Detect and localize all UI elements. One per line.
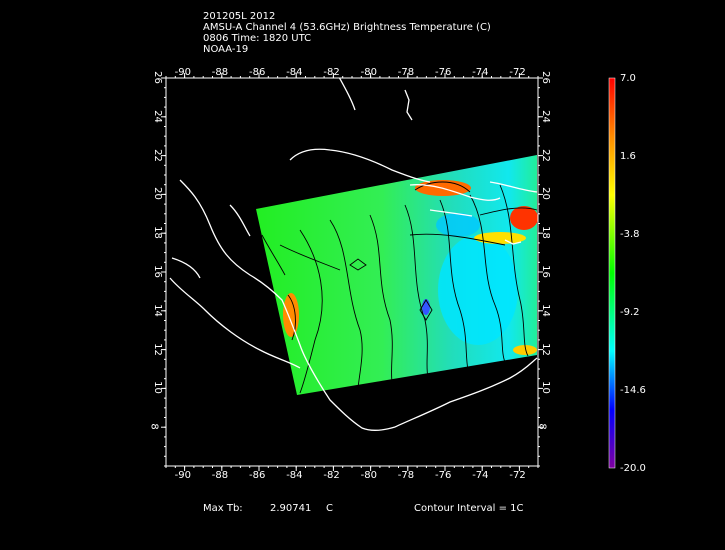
lat-tick-label-left: 14 [151, 303, 163, 317]
lon-tick-label-bottom: -86 [249, 470, 266, 481]
lon-tick-label-top: -72 [509, 67, 526, 78]
tick-marks [161, 73, 543, 471]
lat-tick-label-left: 20 [151, 187, 163, 201]
lon-tick-label-bottom: -72 [509, 470, 526, 481]
lat-tick-label-left: 22 [151, 148, 163, 162]
lon-tick-label-top: -86 [249, 67, 266, 78]
lat-tick-label-left: 26 [151, 71, 163, 84]
lon-tick-label-bottom: -88 [211, 470, 229, 481]
colorbar-label: -20.0 [620, 463, 646, 474]
lon-tick-label-top: -74 [472, 67, 489, 78]
lon-tick-label-top: -90 [174, 67, 191, 78]
lon-tick-label-bottom: -90 [174, 470, 191, 481]
lon-tick-label-top: -82 [323, 67, 340, 78]
lon-tick-label-bottom: -82 [323, 470, 340, 481]
title-line-1: 201205L 2012 [203, 11, 276, 22]
coastlines [169, 78, 538, 431]
colorbar-label: 1.6 [620, 151, 636, 162]
warm-anomaly-hispaniola [510, 206, 538, 230]
lat-tick-label-right: 10 [539, 381, 551, 395]
lon-tick-label-top: -78 [397, 67, 415, 78]
cold-anomaly [438, 235, 518, 345]
lat-tick-label-right: 24 [539, 109, 551, 123]
max-tb-value: 2.90741 [270, 503, 312, 514]
lon-tick-label-top: -84 [286, 67, 303, 78]
lat-tick-label-left: 8 [148, 423, 160, 430]
lon-tick-label-top: -80 [360, 67, 377, 78]
title-line-2: AMSU-A Channel 4 (53.6GHz) Brightness Te… [203, 22, 491, 33]
lon-tick-label-top: -88 [211, 67, 229, 78]
colorbar-label: -14.6 [620, 385, 646, 396]
colorbar-label: -3.8 [620, 229, 640, 240]
contour-lines [261, 181, 538, 394]
lat-tick-label-left: 18 [151, 226, 163, 240]
lat-tick-label-right: 20 [539, 187, 551, 201]
lon-tick-label-bottom: -76 [435, 470, 452, 481]
lat-tick-label-left: 24 [151, 109, 163, 123]
title-line-4: NOAA-19 [203, 44, 249, 55]
colorbar-label: -9.2 [620, 307, 640, 318]
warm-anomaly-colombia [513, 345, 537, 355]
colorbar-label: 7.0 [620, 73, 636, 84]
lat-tick-label-right: 8 [536, 423, 548, 430]
lat-tick-label-left: 12 [151, 342, 163, 356]
lon-tick-label-bottom: -78 [397, 470, 415, 481]
lat-tick-label-right: 22 [539, 148, 551, 162]
lat-tick-label-right: 14 [539, 303, 551, 317]
lat-tick-label-right: 18 [539, 226, 551, 240]
lon-tick-label-bottom: -84 [286, 470, 303, 481]
cold-spot [422, 299, 430, 315]
warm-anomaly-jamaica [474, 232, 526, 244]
lat-tick-label-right: 16 [539, 265, 551, 278]
lon-tick-label-bottom: -74 [472, 470, 489, 481]
max-tb-unit: C [326, 503, 333, 514]
lat-tick-label-left: 16 [151, 265, 163, 278]
contour-interval: Contour Interval = 1C [414, 503, 524, 514]
lat-tick-label-right: 26 [539, 71, 551, 84]
lat-tick-label-left: 10 [151, 381, 163, 395]
title-line-3: 0806 Time: 1820 UTC [203, 33, 312, 44]
colorbar [608, 77, 616, 469]
max-tb-label: Max Tb: [203, 503, 243, 514]
lon-tick-label-top: -76 [435, 67, 452, 78]
lat-tick-label-right: 12 [539, 342, 551, 356]
lon-tick-label-bottom: -80 [360, 470, 377, 481]
cold-anomaly-2 [436, 213, 480, 237]
